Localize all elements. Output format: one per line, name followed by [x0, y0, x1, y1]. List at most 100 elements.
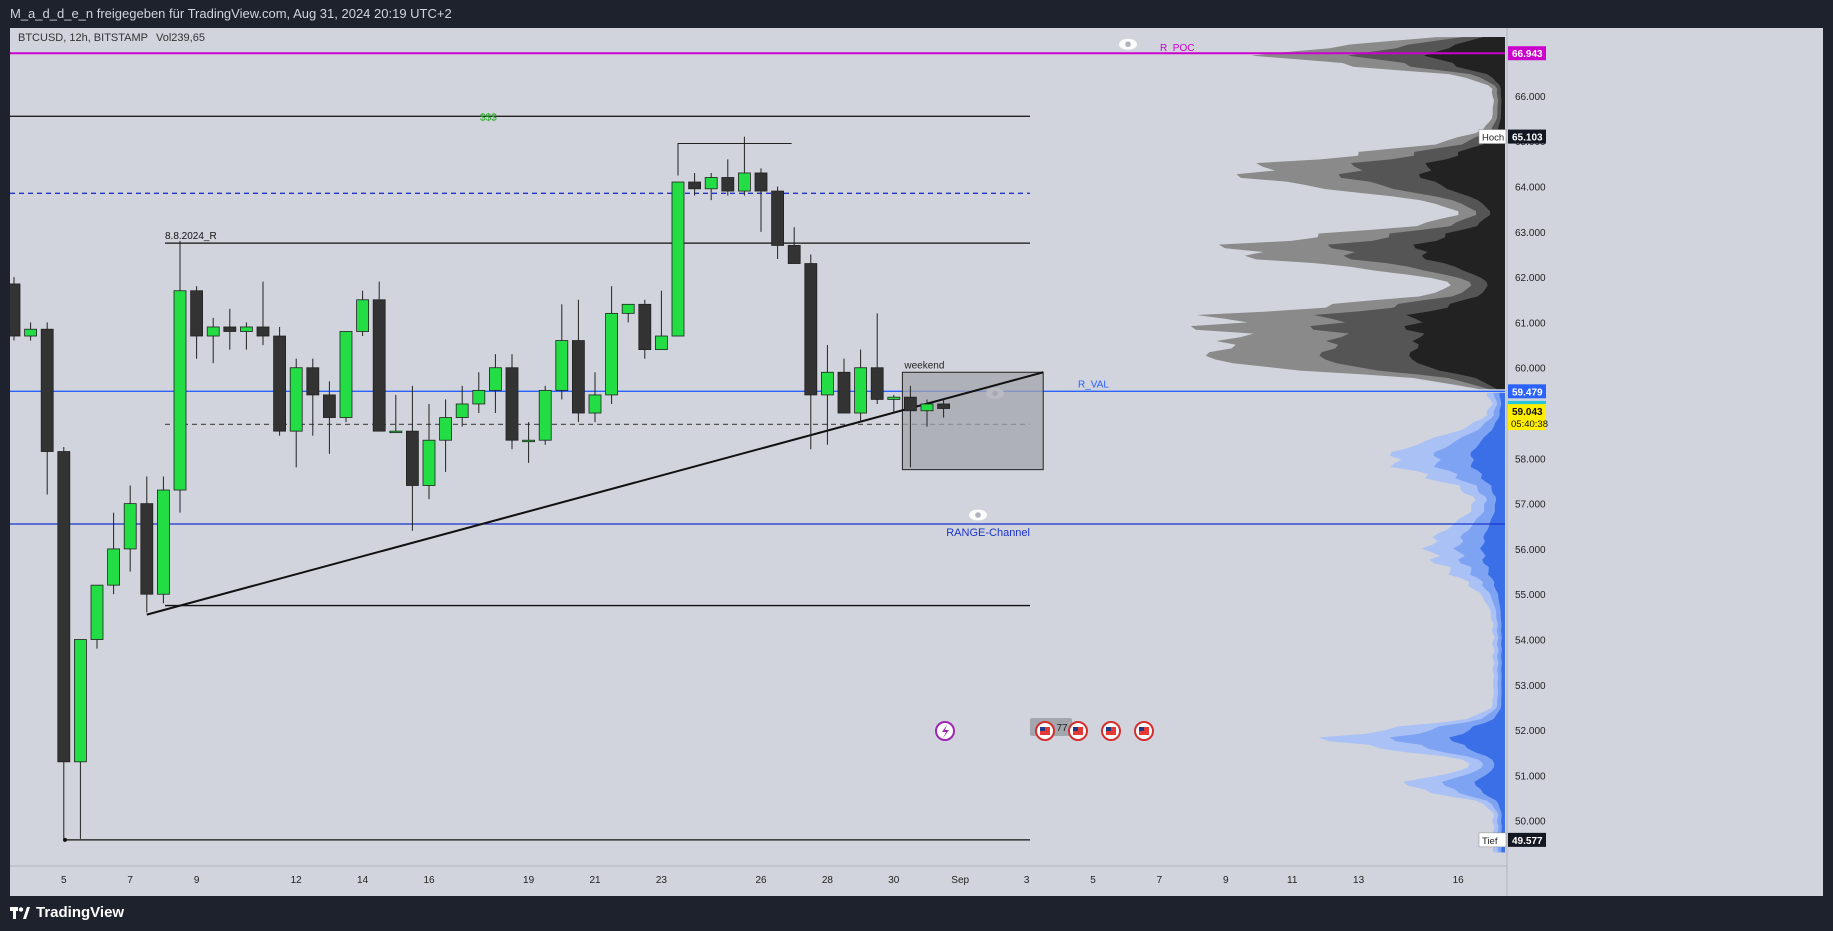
- price-tick-label: 58.000: [1515, 454, 1546, 465]
- candle: [223, 308, 237, 350]
- candle: [372, 281, 386, 432]
- candle-body: [190, 290, 204, 337]
- candle-body: [57, 451, 71, 763]
- candle-body: [239, 326, 253, 332]
- candle: [306, 358, 320, 436]
- price-tag: 65.103 Hoch: [1478, 129, 1546, 144]
- candle-body: [920, 403, 934, 412]
- price-tag-value: 59.479: [1512, 387, 1543, 398]
- candle: [107, 512, 120, 595]
- time-tick-label: 14: [357, 875, 369, 886]
- candle-body: [688, 181, 701, 190]
- candle: [405, 385, 419, 531]
- time-tick-label: 3: [1024, 875, 1030, 886]
- candle-body: [7, 283, 21, 337]
- time-tick-label: 30: [888, 875, 900, 886]
- time-tick-label: 9: [1223, 875, 1229, 886]
- candle-body: [173, 290, 187, 491]
- price-tick-label: 57.000: [1515, 500, 1546, 511]
- candle: [870, 313, 884, 404]
- price-pill-bg: [1478, 832, 1507, 848]
- candle: [173, 240, 187, 513]
- eye-icon: [969, 509, 987, 521]
- candle-body: [721, 177, 735, 192]
- high-bracket: [677, 143, 792, 176]
- price-tick-label: 60.000: [1515, 364, 1546, 375]
- candle-body: [538, 389, 552, 441]
- candle-body: [638, 303, 652, 351]
- us-flag-event-icon: [1101, 721, 1121, 741]
- price-tag-bg: [1508, 129, 1546, 144]
- candle-body: [904, 396, 917, 412]
- eye-icon: [1119, 38, 1137, 50]
- candle-body: [439, 417, 453, 441]
- candle-body: [837, 371, 851, 414]
- candle-body: [123, 503, 137, 550]
- price-axis[interactable]: 66.00065.00064.00063.00062.00061.00060.0…: [1506, 28, 1823, 896]
- price-tick-label: 63.000: [1515, 228, 1546, 239]
- time-tick-label: 7: [1157, 875, 1163, 886]
- price-tick-label: 61.000: [1515, 318, 1546, 329]
- time-axis[interactable]: 5 7 9 12 14 16 19 21 23 26 28 30 Sep 3 5 7 9 11 13 16: [10, 865, 1507, 886]
- candle-body: [472, 389, 486, 405]
- candle: [256, 281, 270, 346]
- candle-body: [422, 439, 436, 486]
- candle: [40, 322, 54, 495]
- candles: [7, 136, 950, 839]
- candle-body: [605, 312, 618, 396]
- price-tick-label: 53.000: [1515, 681, 1546, 692]
- candle: [57, 447, 71, 839]
- profile-upper-inner: [1404, 37, 1505, 390]
- candle: [638, 299, 652, 359]
- profile-upper-mid: [1310, 37, 1505, 390]
- price-tick-label: 56.000: [1515, 545, 1546, 556]
- price-pill-label: Tief: [1482, 836, 1498, 847]
- candle: [289, 358, 303, 468]
- candle: [140, 476, 154, 613]
- brand-name: TradingView: [36, 904, 125, 921]
- chart-frame: BTCUSD, 12h, BITSTAMP Vol239,65 R_POC $$$ 8…: [7, 28, 1823, 896]
- time-tick-label: 5: [61, 875, 67, 886]
- tradingview-logo[interactable]: TradingView: [10, 904, 124, 921]
- candle: [804, 254, 818, 450]
- candle: [123, 485, 137, 572]
- candle: [538, 385, 552, 445]
- candle: [904, 385, 917, 468]
- time-tick-label: 16: [1453, 875, 1465, 886]
- price-tag: 66.943: [1508, 46, 1546, 61]
- time-tick-label: 19: [523, 875, 535, 886]
- candle-body: [704, 177, 718, 190]
- candle-body: [372, 299, 386, 432]
- low-anchor: [63, 837, 67, 842]
- candle: [206, 317, 220, 364]
- lightning-event-icon: [935, 721, 955, 741]
- time-tick-label: 11: [1287, 875, 1298, 886]
- price-pill-bg: [1478, 129, 1507, 144]
- price-axis-bg: [1507, 28, 1823, 896]
- weekend-label: weekend: [903, 360, 944, 371]
- candle-body: [522, 439, 535, 443]
- profile-lower-inner: [1449, 392, 1505, 853]
- price-tag-bg: [1508, 832, 1546, 847]
- time-tick-label: 21: [589, 875, 601, 886]
- candle: [322, 381, 336, 454]
- candle: [356, 290, 370, 337]
- level-label: RANGE-Channel: [946, 527, 1030, 539]
- price-chart[interactable]: BTCUSD, 12h, BITSTAMP Vol239,65 R_POC $$$ 8…: [7, 28, 1823, 896]
- candle-body: [107, 548, 120, 586]
- event-markers[interactable]: 77: [935, 718, 1154, 741]
- candle: [771, 186, 784, 260]
- price-tag: 59.479: [1508, 384, 1546, 399]
- candle-body: [887, 396, 901, 400]
- us-flag-event-icon: [1134, 721, 1154, 741]
- candle-body: [771, 190, 784, 246]
- candle: [472, 372, 486, 414]
- time-tick-label: 9: [194, 875, 200, 886]
- candle-body: [488, 367, 502, 391]
- candle-body: [655, 335, 668, 351]
- time-tick-label: 13: [1353, 875, 1365, 886]
- candle-body: [140, 503, 154, 595]
- candle-body: [206, 326, 220, 337]
- time-tick-label: 7: [127, 875, 133, 886]
